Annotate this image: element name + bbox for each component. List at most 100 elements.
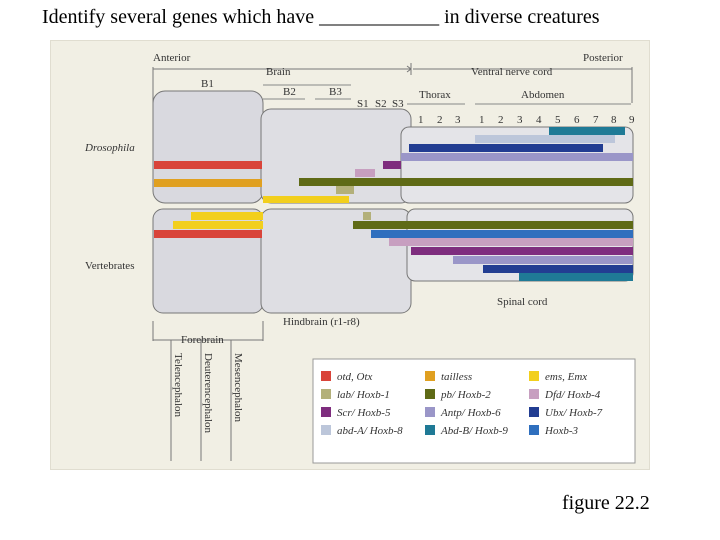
- dros-dfd-bar: [355, 169, 375, 177]
- vertebrate-expression-bars: [154, 212, 633, 281]
- s2-label: S2: [375, 98, 387, 110]
- thorax-segment-3: 3: [455, 114, 461, 126]
- legend-swatch: [321, 407, 331, 417]
- legend-item: Abd-B/ Hoxb-9: [425, 425, 508, 437]
- drosophila-label: Drosophila: [84, 142, 135, 154]
- anterior-label: Anterior: [153, 52, 191, 64]
- vert-hoxb4-bar: [389, 238, 633, 246]
- legend-label: Abd-B/ Hoxb-9: [440, 425, 508, 437]
- telencephalon-label: Telencephalon: [172, 353, 184, 417]
- vert-hoxb2-bar: [353, 221, 633, 229]
- mesencephalon-label: Mesencephalon: [232, 353, 244, 423]
- legend-swatch: [529, 425, 539, 435]
- legend-swatch: [425, 425, 435, 435]
- spinal-cord-label: Spinal cord: [497, 296, 548, 308]
- legend-item: otd, Otx: [321, 371, 373, 383]
- anterior-posterior-axis: [152, 63, 633, 103]
- legend-item: Hoxb-3: [529, 425, 578, 437]
- legend-swatch: [321, 389, 331, 399]
- vertebrates-label: Vertebrates: [85, 260, 134, 272]
- legend-item: Dfd/ Hoxb-4: [529, 389, 601, 401]
- legend-label: Dfd/ Hoxb-4: [544, 389, 601, 401]
- legend-item: ems, Emx: [529, 371, 587, 383]
- vert-hoxb5-bar: [411, 247, 633, 255]
- dros-tailless-bar: [154, 179, 262, 187]
- legend-swatch: [425, 371, 435, 381]
- legend-label: ems, Emx: [545, 371, 587, 383]
- legend-item: Scr/ Hoxb-5: [321, 407, 391, 419]
- posterior-label: Posterior: [583, 52, 623, 64]
- legend-label: Antp/ Hoxb-6: [440, 407, 501, 419]
- abdomen-segment-6: 6: [574, 114, 580, 126]
- abdomen-label: Abdomen: [521, 89, 565, 101]
- thorax-segment-1: 1: [418, 114, 424, 126]
- figure-caption: figure 22.2: [562, 492, 650, 514]
- vert-ems-bar-2: [173, 221, 263, 229]
- legend: otd, Otx tailless ems, Emx lab/ Hoxb-1 p…: [312, 358, 636, 464]
- legend-swatch: [425, 389, 435, 399]
- abdomen-segment-5: 5: [555, 114, 561, 126]
- dros-scr-bar: [383, 161, 401, 169]
- vert-hoxb7-bar: [483, 265, 633, 273]
- hindbrain-label: Hindbrain (r1-r8): [283, 316, 360, 328]
- legend-item: Antp/ Hoxb-6: [425, 407, 501, 419]
- b1-label: B1: [201, 78, 214, 90]
- forebrain-label: Forebrain: [181, 334, 224, 346]
- thorax-label: Thorax: [419, 89, 451, 101]
- vert-hoxb9-bar: [519, 273, 633, 281]
- legend-swatch: [321, 425, 331, 435]
- dros-ems-bar: [263, 196, 349, 203]
- slide-title: Identify several genes which have ______…: [42, 6, 600, 28]
- segment-numbers: 1 2 3 1 2 3 4 5 6 7 8 9: [418, 114, 635, 126]
- legend-label: Scr/ Hoxb-5: [337, 407, 391, 419]
- ventral-nerve-cord-label: Ventral nerve cord: [471, 66, 553, 78]
- vert-hoxb1-bar: [363, 212, 371, 220]
- abdomen-segment-3: 3: [517, 114, 523, 126]
- thorax-segment-2: 2: [437, 114, 443, 126]
- legend-item: tailless: [425, 371, 472, 383]
- segment-brackets: [263, 84, 631, 105]
- dros-lab-bar: [336, 186, 354, 194]
- vert-ems-bar-1: [191, 212, 263, 220]
- s1-label: S1: [357, 98, 369, 110]
- abdomen-segment-4: 4: [536, 114, 542, 126]
- legend-label: otd, Otx: [337, 371, 373, 383]
- vert-otx-bar: [154, 230, 262, 238]
- vert-hoxb3-bar: [371, 230, 633, 238]
- legend-swatch: [321, 371, 331, 381]
- dros-ubx-bar: [409, 144, 603, 152]
- legend-label: Hoxb-3: [544, 425, 578, 437]
- legend-swatch: [529, 389, 539, 399]
- dros-pb-bar: [299, 178, 633, 186]
- legend-label: pb/ Hoxb-2: [440, 389, 491, 401]
- deuterencephalon-label: Deuterencephalon: [202, 353, 214, 434]
- legend-label: abd-A/ Hoxb-8: [337, 425, 403, 437]
- dros-abdb-bar: [549, 127, 625, 135]
- abdomen-segment-2: 2: [498, 114, 504, 126]
- vert-hoxb6-bar: [453, 256, 633, 264]
- drosophila-expression-bars: [154, 127, 633, 203]
- dros-abda-bar: [475, 135, 615, 143]
- legend-item: Ubx/ Hoxb-7: [529, 407, 603, 419]
- abdomen-segment-9: 9: [629, 114, 635, 126]
- legend-swatch: [529, 407, 539, 417]
- dros-antp-bar: [401, 153, 633, 161]
- legend-item: lab/ Hoxb-1: [321, 389, 390, 401]
- gene-expression-figure: Anterior Posterior Brain Ventral nerve c…: [50, 40, 650, 470]
- abdomen-segment-1: 1: [479, 114, 485, 126]
- s3-label: S3: [392, 98, 404, 110]
- abdomen-segment-8: 8: [611, 114, 617, 126]
- b3-label: B3: [329, 86, 342, 98]
- b2-label: B2: [283, 86, 296, 98]
- legend-item: pb/ Hoxb-2: [425, 389, 491, 401]
- legend-label: Ubx/ Hoxb-7: [545, 407, 603, 419]
- legend-swatch: [529, 371, 539, 381]
- brain-label: Brain: [266, 66, 291, 78]
- abdomen-segment-7: 7: [593, 114, 599, 126]
- legend-label: tailless: [441, 371, 472, 383]
- legend-item: abd-A/ Hoxb-8: [321, 425, 403, 437]
- dros-otd-bar: [154, 161, 262, 169]
- figure-diagram: Anterior Posterior Brain Ventral nerve c…: [84, 52, 636, 464]
- legend-swatch: [425, 407, 435, 417]
- legend-label: lab/ Hoxb-1: [337, 389, 390, 401]
